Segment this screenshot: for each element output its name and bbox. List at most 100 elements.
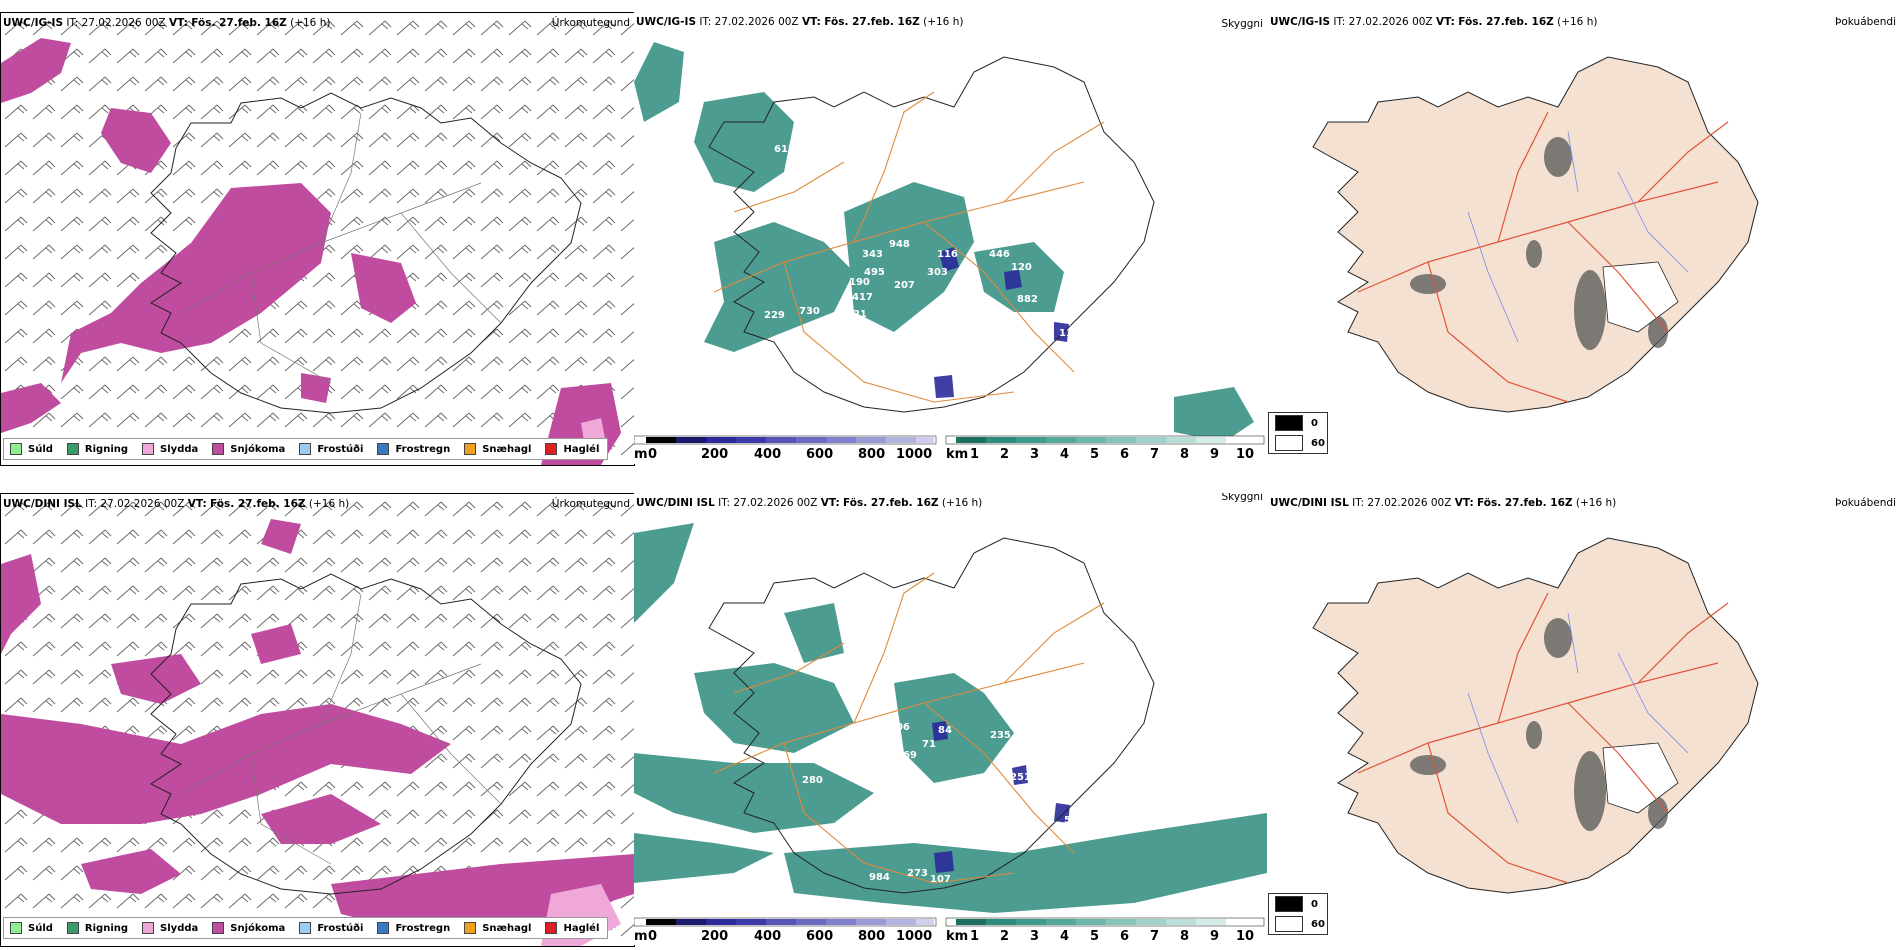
- panel-title: Þokuábendi: [1835, 16, 1896, 28]
- panel-header: UWC/DINI ISL IT: 27.02.2026 00Z VT: Fös.…: [636, 497, 983, 509]
- vis-label: 207: [894, 280, 915, 291]
- iceland-land: [1312, 537, 1759, 894]
- visibility-km-scale: km 1 2 3 4 5 6 7 8 9 10: [946, 447, 1255, 462]
- fog-map-bottom: [1312, 537, 1759, 894]
- precip-legend: Súld Rigning Slydda Snjókoma Frostúði Fr…: [3, 438, 609, 460]
- visibility-map-top: 615 948 343 116 446 120 495 303 190 207 …: [634, 42, 1254, 442]
- panel-header: UWC/DINI ISL IT: 27.02.2026 00Z VT: Fös.…: [1270, 497, 1617, 509]
- fog-legend-item: 60: [1269, 914, 1327, 934]
- visibility-m-areas: [934, 247, 1069, 398]
- panel-title: Þokuábendi: [1835, 497, 1896, 509]
- vis-label: 235: [990, 730, 1011, 741]
- coastline: [150, 573, 582, 895]
- legend-item: Súld: [10, 443, 53, 455]
- legend-item: Súld: [10, 922, 53, 934]
- visibility-km-scale: km 1 2 3 4 5 6 7 8 9 10: [946, 929, 1255, 944]
- vis-label: 945: [1210, 894, 1231, 905]
- vis-label: 251: [1010, 772, 1031, 783]
- vis-label: 343: [862, 249, 883, 260]
- fog-panel-bottom: UWC/DINI ISL IT: 27.02.2026 00Z VT: Fös.…: [1268, 493, 1900, 945]
- visibility-scale-bars: [634, 917, 1265, 927]
- visibility-labels: 870 108 406 84 235 117 137 71 194 848 16…: [802, 663, 1231, 905]
- vis-label: 120: [1011, 262, 1032, 273]
- legend-item: Slydda: [142, 922, 198, 934]
- fog-legend: 0 60: [1268, 893, 1328, 935]
- vis-label: 495: [864, 267, 885, 278]
- vis-label: 984: [869, 872, 890, 883]
- panel-title: Úrkomutegund: [551, 17, 630, 29]
- legend-item: Rigning: [66, 443, 128, 455]
- vis-label: 406: [889, 722, 910, 733]
- visibility-map-bottom: 870 108 406 84 235 117 137 71 194 848 16…: [634, 523, 1267, 913]
- panel-header: UWC/IG-IS IT: 27.02.2026 00Z VT: Fös. 27…: [3, 17, 331, 29]
- vis-label: 446: [989, 249, 1010, 260]
- vis-label: 190: [849, 277, 870, 288]
- visibility-panel-bottom: 870 108 406 84 235 117 137 71 194 848 16…: [634, 493, 1267, 945]
- roads: [713, 91, 1105, 403]
- vis-label: 116: [937, 249, 958, 260]
- legend-item: Haglél: [545, 443, 599, 455]
- panel-header: UWC/IG-IS IT: 27.02.2026 00Z VT: Fös. 27…: [636, 16, 964, 28]
- glacier: [1602, 742, 1679, 814]
- panel-title: Skyggni: [1221, 493, 1264, 503]
- coastline: [708, 537, 1155, 894]
- vis-label: 882: [1017, 294, 1038, 305]
- roads: [180, 593, 502, 865]
- precip-panel-bottom: UWC/DINI ISL IT: 27.02.2026 00Z VT: Fös.…: [0, 493, 635, 947]
- vis-label: 615: [774, 144, 795, 155]
- vis-label: 108: [864, 725, 885, 736]
- fog-areas: [1410, 618, 1668, 831]
- legend-item: Snæhagl: [464, 922, 531, 934]
- legend-item: Frostregn: [377, 922, 450, 934]
- vis-label: 273: [907, 868, 928, 879]
- glacier: [1602, 261, 1679, 333]
- fog-legend-item: 0: [1269, 894, 1327, 914]
- vis-label: 55: [1064, 815, 1078, 826]
- panel-header: UWC/DINI ISL IT: 27.02.2026 00Z VT: Fös.…: [3, 498, 350, 510]
- visibility-scale-bars: [634, 435, 1265, 445]
- legend-item: Frostúði: [299, 443, 363, 455]
- precip-panel-top: UWC/IG-IS IT: 27.02.2026 00Z VT: Fös. 27…: [0, 12, 635, 466]
- legend-item: Slydda: [142, 443, 198, 455]
- iceland-land: [1312, 56, 1759, 413]
- panel-title: Úrkomutegund: [551, 498, 630, 510]
- visibility-m-areas: [932, 721, 1070, 873]
- precip-map-bottom: [1, 494, 634, 946]
- roads: [180, 112, 502, 384]
- rivers: [1467, 612, 1689, 824]
- legend-item: Frostregn: [377, 443, 450, 455]
- precip-map-top: [1, 13, 634, 465]
- vis-label: 870: [954, 663, 975, 674]
- fog-legend-item: 0: [1269, 413, 1327, 433]
- visibility-panel-top: 615 948 343 116 446 120 495 303 190 207 …: [634, 12, 1267, 464]
- vis-label: 948: [889, 239, 910, 250]
- vis-label: 521: [846, 309, 867, 320]
- fog-legend-item: 60: [1269, 433, 1327, 453]
- vis-label: 417: [852, 292, 873, 303]
- vis-label: 84: [938, 725, 952, 736]
- vis-label: 169: [896, 750, 917, 761]
- legend-item: Haglél: [545, 922, 599, 934]
- vis-label: 107: [930, 874, 951, 885]
- vis-label: 229: [764, 310, 785, 321]
- vis-label: 117: [1012, 742, 1033, 753]
- vis-label: 730: [799, 306, 820, 317]
- roads: [1357, 592, 1729, 884]
- legend-item: Snæhagl: [464, 443, 531, 455]
- vis-label: 116: [1059, 328, 1080, 339]
- fog-map-top: [1312, 56, 1759, 413]
- visibility-m-scale: m 0 200 400 600 800 1000: [634, 929, 933, 944]
- legend-item: Rigning: [66, 922, 128, 934]
- legend-item: Snjókoma: [212, 922, 285, 934]
- legend-item: Snjókoma: [212, 443, 285, 455]
- vis-label: 71: [922, 739, 936, 750]
- fog-panel-top: UWC/IG-IS IT: 27.02.2026 00Z VT: Fös. 27…: [1268, 12, 1900, 464]
- fog-legend: 0 60: [1268, 412, 1328, 454]
- coastline: [708, 56, 1155, 413]
- vis-label: 280: [802, 775, 823, 786]
- roads: [713, 572, 1105, 884]
- legend-item: Frostúði: [299, 922, 363, 934]
- vis-label: 303: [927, 267, 948, 278]
- roads: [1357, 111, 1729, 403]
- fog-areas: [1410, 137, 1668, 350]
